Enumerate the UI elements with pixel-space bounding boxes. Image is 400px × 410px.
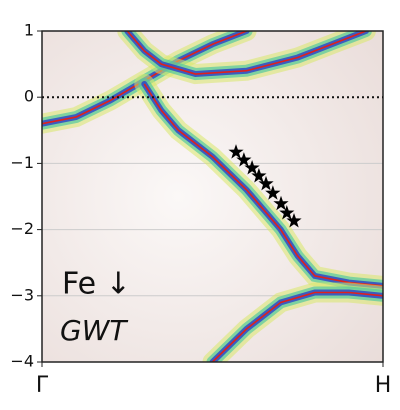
star-marker — [251, 168, 267, 183]
plot-frame — [41, 30, 384, 363]
y-tick-label: −1 — [10, 153, 34, 172]
star-marker — [258, 175, 274, 191]
star-marker — [236, 152, 252, 167]
star-marker — [286, 213, 302, 228]
plot-area — [42, 31, 383, 362]
star-marker — [265, 185, 281, 200]
star-marker — [279, 205, 295, 220]
y-tick-label: −2 — [10, 219, 34, 238]
annotation: GWT — [60, 314, 128, 347]
x-tick-label: H — [375, 373, 392, 398]
y-tick-label: −4 — [10, 352, 34, 371]
plot-background — [42, 31, 383, 362]
x-tick-label: Γ — [36, 373, 49, 398]
band-line — [143, 83, 383, 287]
star-marker — [273, 195, 289, 211]
star-marker — [244, 160, 260, 175]
band-line — [211, 291, 383, 362]
y-tick-label: 0 — [24, 87, 34, 106]
band-line — [126, 31, 367, 75]
y-tick-label: 1 — [24, 21, 34, 40]
y-tick-label: −3 — [10, 285, 34, 304]
annotation: Fe ↓ — [62, 267, 131, 302]
star-marker — [228, 144, 244, 159]
